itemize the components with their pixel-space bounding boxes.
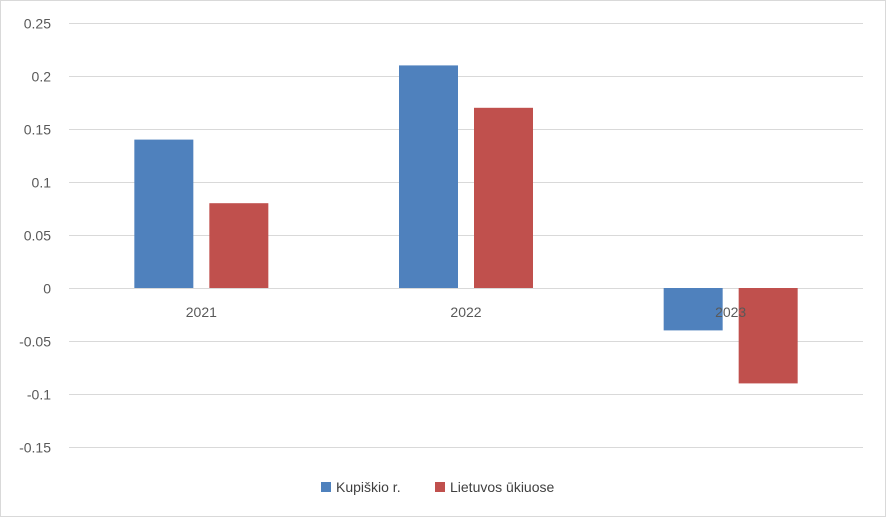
legend-swatch-2	[435, 482, 445, 492]
legend-label-2: Lietuvos ūkiuose	[450, 479, 555, 495]
y-tick-label: 0.1	[32, 175, 52, 191]
y-tick-label: -0.15	[19, 440, 51, 456]
y-tick-label: 0.05	[24, 228, 51, 244]
bar-1-2023	[663, 288, 723, 331]
bar-2-2021	[209, 203, 269, 288]
x-category-label: 2021	[186, 304, 217, 320]
legend-label-1: Kupiškio r.	[336, 479, 401, 495]
gridlines	[69, 23, 863, 448]
y-tick-label: -0.05	[19, 334, 51, 350]
y-tick-label: 0	[43, 281, 51, 297]
x-category-label: 2023	[715, 304, 746, 320]
x-category-label: 2022	[450, 304, 481, 320]
x-axis-category-labels: 2021 2022 2023	[186, 304, 747, 320]
y-axis-tick-labels: 0.25 0.2 0.15 0.1 0.05 0 -0.05 -0.1 -0.15	[19, 16, 51, 456]
y-tick-label: 0.25	[24, 16, 51, 32]
y-tick-label: 0.2	[32, 69, 52, 85]
bar-2-2023	[738, 288, 798, 384]
bar-1-2022	[399, 65, 458, 289]
legend-swatch-1	[321, 482, 331, 492]
bar-1-2021	[134, 139, 194, 288]
y-tick-label: 0.15	[24, 122, 51, 138]
y-tick-label: -0.1	[27, 387, 51, 403]
legend: Kupiškio r. Lietuvos ūkiuose	[321, 479, 555, 495]
bar-2-2022	[474, 107, 533, 288]
bars	[134, 65, 798, 384]
